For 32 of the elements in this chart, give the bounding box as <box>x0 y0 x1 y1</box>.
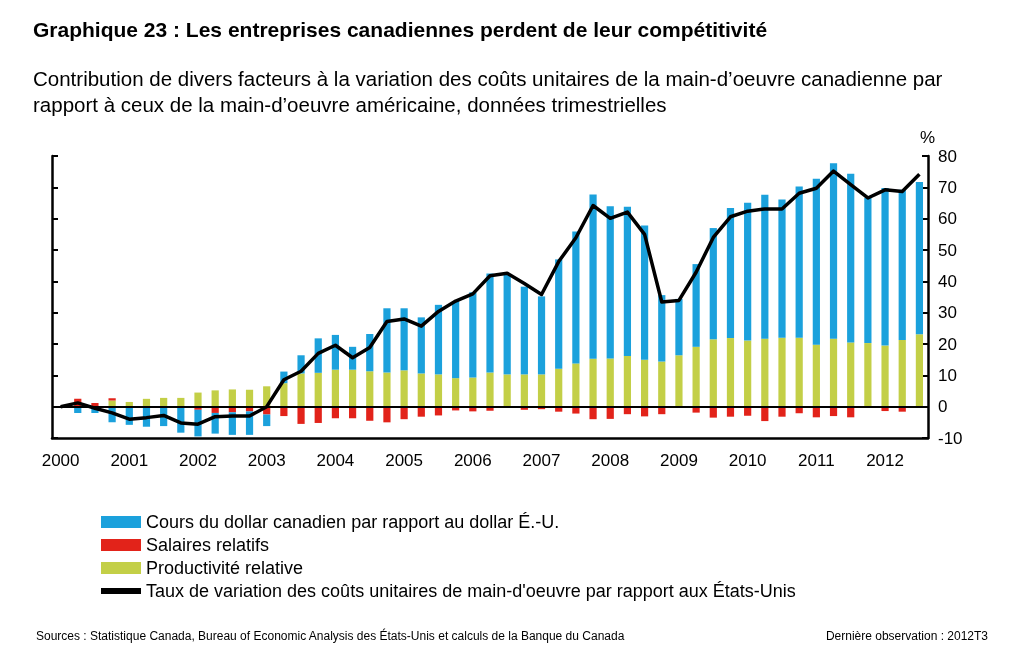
y-tick-label: 20 <box>938 334 957 354</box>
chart-subtitle: Contribution de divers facteurs à la variation des coûts unitaires de la main-d’oeuvre canadienne par rapport à ceux de la main-d’oeuvre américaine, données trimestrielles <box>33 66 949 116</box>
x-tick-label: 2005 <box>385 451 424 470</box>
legend-label: Cours du dollar canadien par rapport au dollar É.-U. <box>146 512 560 532</box>
x-tick-label: 2011 <box>798 451 835 470</box>
x-tick-label: 2000 <box>41 451 80 470</box>
y-tick-label: 10 <box>938 365 957 385</box>
y-tick-label: 70 <box>938 177 957 197</box>
y-tick-label: 50 <box>938 240 957 260</box>
chart-title: Graphique 23 : Les entreprises canadiennes perdent de leur compétitivité <box>33 18 768 41</box>
x-tick-label: 2004 <box>316 451 355 470</box>
x-tick-label: 2012 <box>866 451 904 470</box>
y-tick-label: -10 <box>938 428 963 448</box>
x-tick-label: 2003 <box>247 451 286 470</box>
legend-label: Salaires relatifs <box>146 535 270 555</box>
x-tick-label: 2010 <box>728 451 767 470</box>
y-tick-label: 80 <box>938 146 957 166</box>
y-axis-title: % <box>920 128 936 147</box>
x-tick-label: 2006 <box>453 451 492 470</box>
x-tick-label: 2009 <box>660 451 698 470</box>
source-note: Sources : Statistique Canada, Bureau of Economic Analysis des États-Unis et calculs de la Banque du Canada <box>36 628 625 643</box>
x-tick-label: 2007 <box>522 451 561 470</box>
legend-label: Productivité relative <box>146 558 304 578</box>
legend-label: Taux de variation des coûts unitaires de main-d'oeuvre par rapport aux États-Unis <box>146 581 796 601</box>
x-tick-label: 2002 <box>179 451 217 470</box>
x-tick-label: 2001 <box>110 451 149 470</box>
text: Dernière observation : 2012T3 <box>825 629 989 643</box>
y-tick-label: 30 <box>938 303 957 323</box>
y-tick-label: 0 <box>938 397 948 417</box>
y-tick-label: 40 <box>938 271 957 291</box>
x-tick-label: 2008 <box>591 451 630 470</box>
y-tick-label: 60 <box>938 209 957 229</box>
